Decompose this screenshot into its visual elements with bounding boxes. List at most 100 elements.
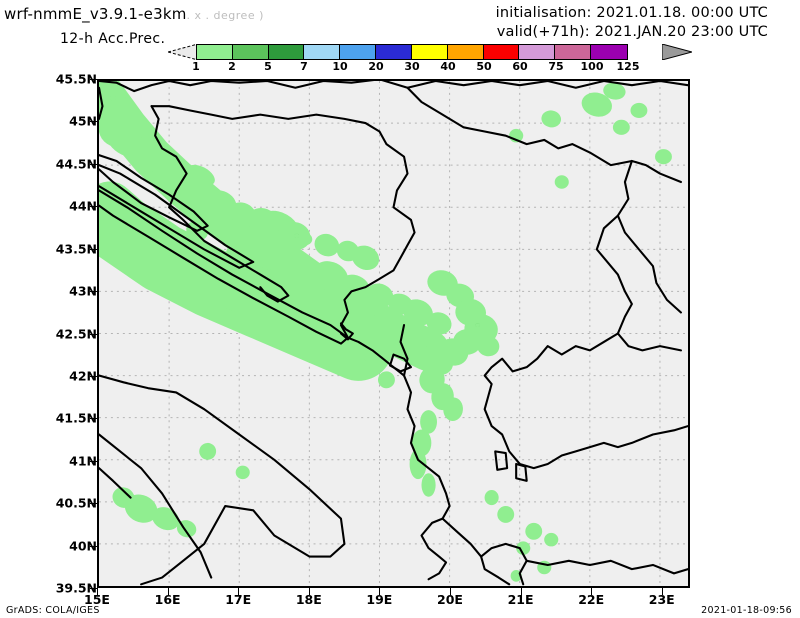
precip-cell [152,507,180,531]
colorbar-band-10 [555,45,592,59]
precip-cell [265,267,298,296]
y-axis-tick-45.5N [90,79,97,80]
colorbar-tick-10: 10 [332,60,348,73]
map-boundary [595,214,682,352]
y-axis-tick-45N [90,121,97,123]
map-boundary [483,332,688,470]
map-boundary [150,105,416,339]
colorbar-band-6 [411,45,448,59]
colorbar-band-2 [268,45,305,59]
y-axis-label-44N: 44N [69,198,97,214]
y-axis-label-42.5N: 42.5N [55,326,97,341]
colorbar-band-7 [447,45,484,59]
valid-time: valid(+71h): 2021.JAN.20 23:00 UTC [496,24,768,40]
colorbar-tick-100: 100 [580,60,604,73]
colorbar-tick-20: 20 [368,60,384,73]
grads-credit: GrADS: COLA/IGES [6,605,100,616]
precip-cell [314,233,340,257]
map-canvas [99,81,688,586]
precip-cell [603,82,626,100]
precip-cell [388,293,413,315]
colorbar-tick-50: 50 [476,60,492,73]
colorbar-tick-125: 125 [616,60,640,73]
precip-cell [109,94,117,101]
y-axis-tick-40N [90,545,97,547]
map-boundary [99,81,171,93]
map-boundary [99,189,349,345]
y-axis-tick-42N [90,375,97,377]
precip-cell [235,465,250,480]
precip-cell [655,149,672,165]
model-title-suffix: . x . degree ) [186,9,264,22]
colorbar-tick-7: 7 [300,60,308,73]
map-boundary [99,164,255,269]
precip-cell [427,270,458,296]
y-axis-tick-44N [90,206,97,208]
precip-cell [630,102,648,119]
x-axis-tick-22E [591,588,593,595]
y-axis-label-43.5N: 43.5N [55,241,97,257]
map-boundary [525,559,688,575]
x-axis-label-16E: 16E [154,592,181,607]
colorbar-band-8 [483,45,520,59]
x-axis-label-19E: 19E [366,592,393,607]
colorbar-tick-5: 5 [264,60,272,73]
precip-cell [304,288,335,315]
precip-cell [186,164,215,186]
y-axis-tick-39.5N [90,588,97,589]
precip-cell [340,274,370,300]
y-axis-label-42N: 42N [69,368,97,384]
colorbar-band-5 [376,45,412,59]
map-boundary [168,81,688,89]
plot-timestamp: 2021-01-18-09:56 [701,605,792,616]
precip-cell [421,473,436,497]
precip-cell [99,91,126,122]
x-axis-label-15E: 15E [84,592,110,607]
map-boundary [406,86,682,184]
y-axis-label-43N: 43N [69,283,97,299]
colorbar: 1 2 5 7 10 20 30 40 50 60 75 100 125 [168,44,692,74]
colorbar-tick-75: 75 [548,60,564,73]
x-axis-tick-21E [520,588,522,595]
colorbar-low-arrow-icon [168,44,198,60]
y-axis-tick-43N [90,291,97,293]
colorbar-bands [196,44,628,60]
x-axis-tick-15E [97,588,98,595]
precip-cell [409,448,427,480]
precip-cell [443,397,463,421]
y-axis-label-41.5N: 41.5N [55,410,97,426]
x-axis-label-17E: 17E [225,592,252,607]
precip-cell [365,283,394,308]
map-frame [97,79,690,588]
map-boundary [515,462,528,482]
precip-cell [544,532,559,547]
y-axis-label-41N: 41N [69,453,97,469]
precip-cell [206,190,237,216]
x-axis-label-21E: 21E [507,592,534,607]
precip-cell [581,92,613,117]
map-boundary [99,86,104,120]
colorbar-band-4 [340,45,377,59]
precip-cell [470,318,482,329]
colorbar-tick-30: 30 [404,60,420,73]
y-axis-tick-41N [90,460,97,462]
precip-cell [294,233,300,239]
y-axis-label-39.5N: 39.5N [55,580,97,596]
precipitation-field [99,81,672,582]
run-info: initialisation: 2021.01.18. 00:00 UTC va… [496,4,768,42]
precip-cell [420,410,438,434]
coastlines-and-borders [99,81,688,586]
precip-cell [475,323,480,328]
colorbar-high-arrow-icon [662,44,692,60]
colorbar-band-9 [519,45,556,59]
y-axis-tick-44.5N [90,163,97,165]
precip-cell [484,490,499,506]
colorbar-tick-1: 1 [192,60,200,73]
map-boundary [99,433,213,579]
map-boundary [480,542,528,586]
x-axis-tick-17E [238,588,240,595]
precip-cell [426,312,452,335]
colorbar-band-11 [591,45,627,59]
precip-cell [199,442,217,460]
colorbar-tick-2: 2 [228,60,236,73]
